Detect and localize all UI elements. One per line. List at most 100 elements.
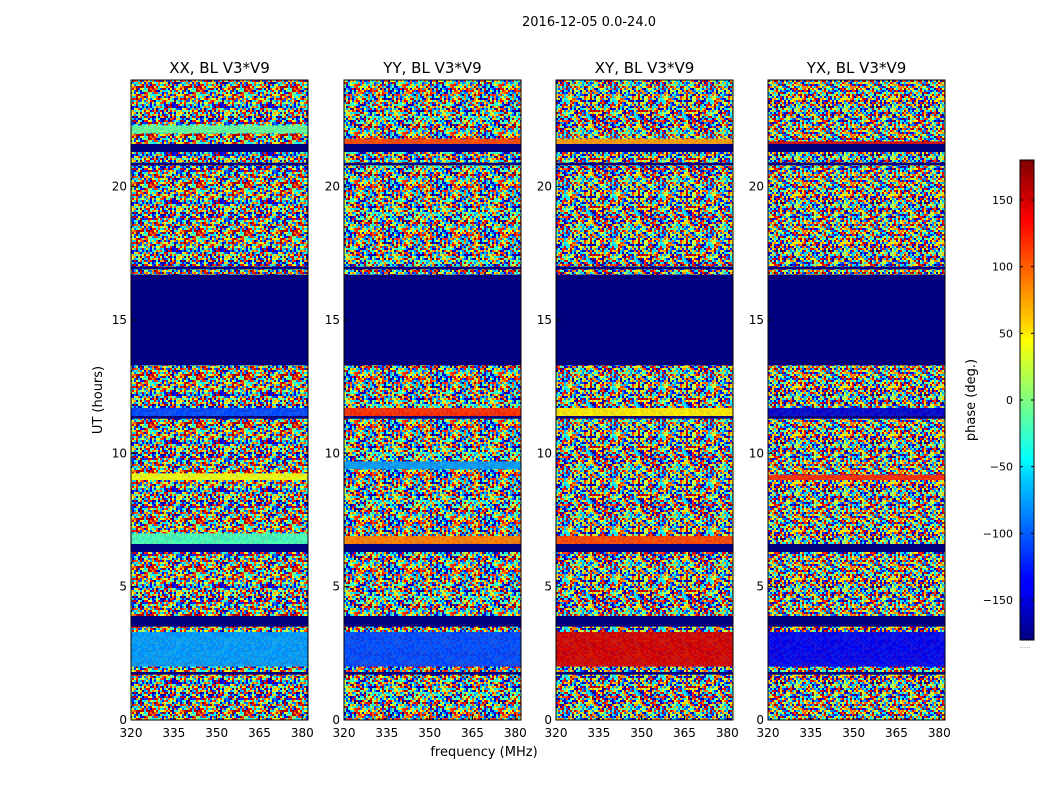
x-tick-label: 350 — [418, 726, 441, 740]
flagged-block — [344, 266, 521, 270]
x-tick-label: 320 — [545, 726, 568, 740]
flagged-block — [131, 544, 308, 552]
y-tick-label: 5 — [544, 580, 552, 594]
y-tick-label: 20 — [537, 180, 552, 194]
flagged-block — [768, 416, 945, 419]
flagged-block — [131, 616, 308, 627]
flagged-block — [556, 162, 733, 166]
coherent-phase-stripe — [768, 408, 945, 419]
x-tick-label: 365 — [248, 726, 271, 740]
flagged-block — [556, 616, 733, 627]
y-tick-label: 20 — [325, 180, 340, 194]
phase-noise-map — [768, 80, 945, 720]
colorbar-tick-label: −150 — [983, 594, 1013, 607]
flagged-block — [344, 544, 521, 552]
flagged-block — [768, 144, 945, 152]
colorbar-ticks: −150 −100 −50 0 50 100 150 — [983, 194, 1034, 607]
flagged-block — [768, 274, 945, 366]
coherent-phase-stripe — [768, 632, 945, 667]
flagged-block — [344, 672, 521, 675]
flagged-block — [768, 544, 945, 552]
y-tick-label: 0 — [544, 713, 552, 727]
x-tick-label: 380 — [716, 726, 739, 740]
figure-suptitle: 2016-12-05 0.0-24.0 — [522, 15, 656, 30]
y-tick-label: 15 — [325, 313, 340, 327]
colorbar-tick-label: 0 — [1006, 394, 1013, 407]
x-tick-label: 365 — [673, 726, 696, 740]
panel-frame — [343, 79, 522, 721]
coherent-phase-stripe — [344, 461, 521, 470]
colorbar-tick-label: 50 — [999, 327, 1013, 340]
coherent-phase-stripe — [556, 632, 733, 667]
coherent-phase-stripe — [344, 632, 521, 667]
panel-2: XY, BL V3*V9 320 335 350 365 380 0 5 10 15 20 — [537, 59, 739, 740]
colorbar-label: phase (deg.) — [964, 359, 979, 441]
x-tick-label: 335 — [799, 726, 822, 740]
flagged-block — [768, 672, 945, 675]
x-tick-label: 320 — [333, 726, 356, 740]
flagged-block — [344, 416, 521, 419]
coherent-phase-stripe — [344, 536, 521, 544]
flagged-block — [556, 544, 733, 552]
y-axis-label: UT (hours) — [91, 366, 106, 434]
x-tick-label: 380 — [291, 726, 314, 740]
colorbar: phase (deg.) ..... −150 −100 −50 0 50 100 150 — [964, 159, 1035, 650]
x-tick-label: 380 — [504, 726, 527, 740]
colorbar-tick-label: 100 — [992, 261, 1013, 274]
panel-frame — [130, 79, 309, 721]
coherent-phase-stripe — [556, 408, 733, 419]
y-tick-label: 15 — [749, 313, 764, 327]
flagged-block — [344, 162, 521, 166]
y-tick-label: 10 — [537, 446, 552, 460]
x-tick-label: 335 — [587, 726, 610, 740]
flagged-block — [131, 416, 308, 419]
flagged-block — [344, 144, 521, 152]
colorbar-extra-label: ..... — [1019, 642, 1030, 650]
x-axis-label: frequency (MHz) — [430, 745, 537, 760]
y-tick-label: 10 — [112, 446, 127, 460]
y-tick-label: 5 — [756, 580, 764, 594]
panel-title: YY, BL V3*V9 — [382, 59, 481, 77]
coherent-phase-stripe — [131, 125, 308, 134]
x-tick-label: 365 — [885, 726, 908, 740]
x-tick-label: 350 — [630, 726, 653, 740]
x-tick-label: 350 — [842, 726, 865, 740]
coherent-phase-stripe — [768, 474, 945, 480]
x-tick-label: 380 — [928, 726, 951, 740]
panel-title: XY, BL V3*V9 — [595, 59, 695, 77]
flagged-block — [556, 266, 733, 270]
flagged-block — [131, 266, 308, 270]
colorbar-tick-label: −50 — [990, 461, 1013, 474]
coherent-phase-stripe — [556, 536, 733, 544]
y-tick-label: 10 — [325, 446, 340, 460]
y-tick-label: 0 — [119, 713, 127, 727]
colorbar-tick-label: −100 — [983, 527, 1013, 540]
panel-frame — [767, 79, 946, 721]
y-tick-label: 0 — [332, 713, 340, 727]
flagged-block — [131, 162, 308, 166]
y-tick-label: 20 — [112, 180, 127, 194]
panel-frame — [555, 79, 734, 721]
flagged-block — [556, 144, 733, 152]
panel-1: YY, BL V3*V9 320 335 350 365 380 0 5 10 15 20 — [325, 59, 527, 740]
flagged-block — [131, 672, 308, 675]
y-tick-label: 15 — [112, 313, 127, 327]
y-tick-label: 20 — [749, 180, 764, 194]
y-tick-label: 5 — [332, 580, 340, 594]
panel-0: XX, BL V3*V9 320 335 350 365 380 0 5 10 15 20 — [112, 59, 314, 740]
x-tick-label: 335 — [375, 726, 398, 740]
flagged-block — [768, 616, 945, 627]
x-tick-label: 350 — [205, 726, 228, 740]
flagged-block — [344, 274, 521, 366]
coherent-phase-stripe — [131, 408, 308, 419]
y-tick-label: 0 — [756, 713, 764, 727]
x-tick-label: 365 — [461, 726, 484, 740]
y-tick-label: 5 — [119, 580, 127, 594]
flagged-block — [131, 274, 308, 366]
x-tick-label: 335 — [162, 726, 185, 740]
x-tick-label: 320 — [757, 726, 780, 740]
coherent-phase-stripe — [344, 408, 521, 419]
coherent-phase-stripe — [344, 138, 521, 144]
flagged-block — [344, 616, 521, 627]
